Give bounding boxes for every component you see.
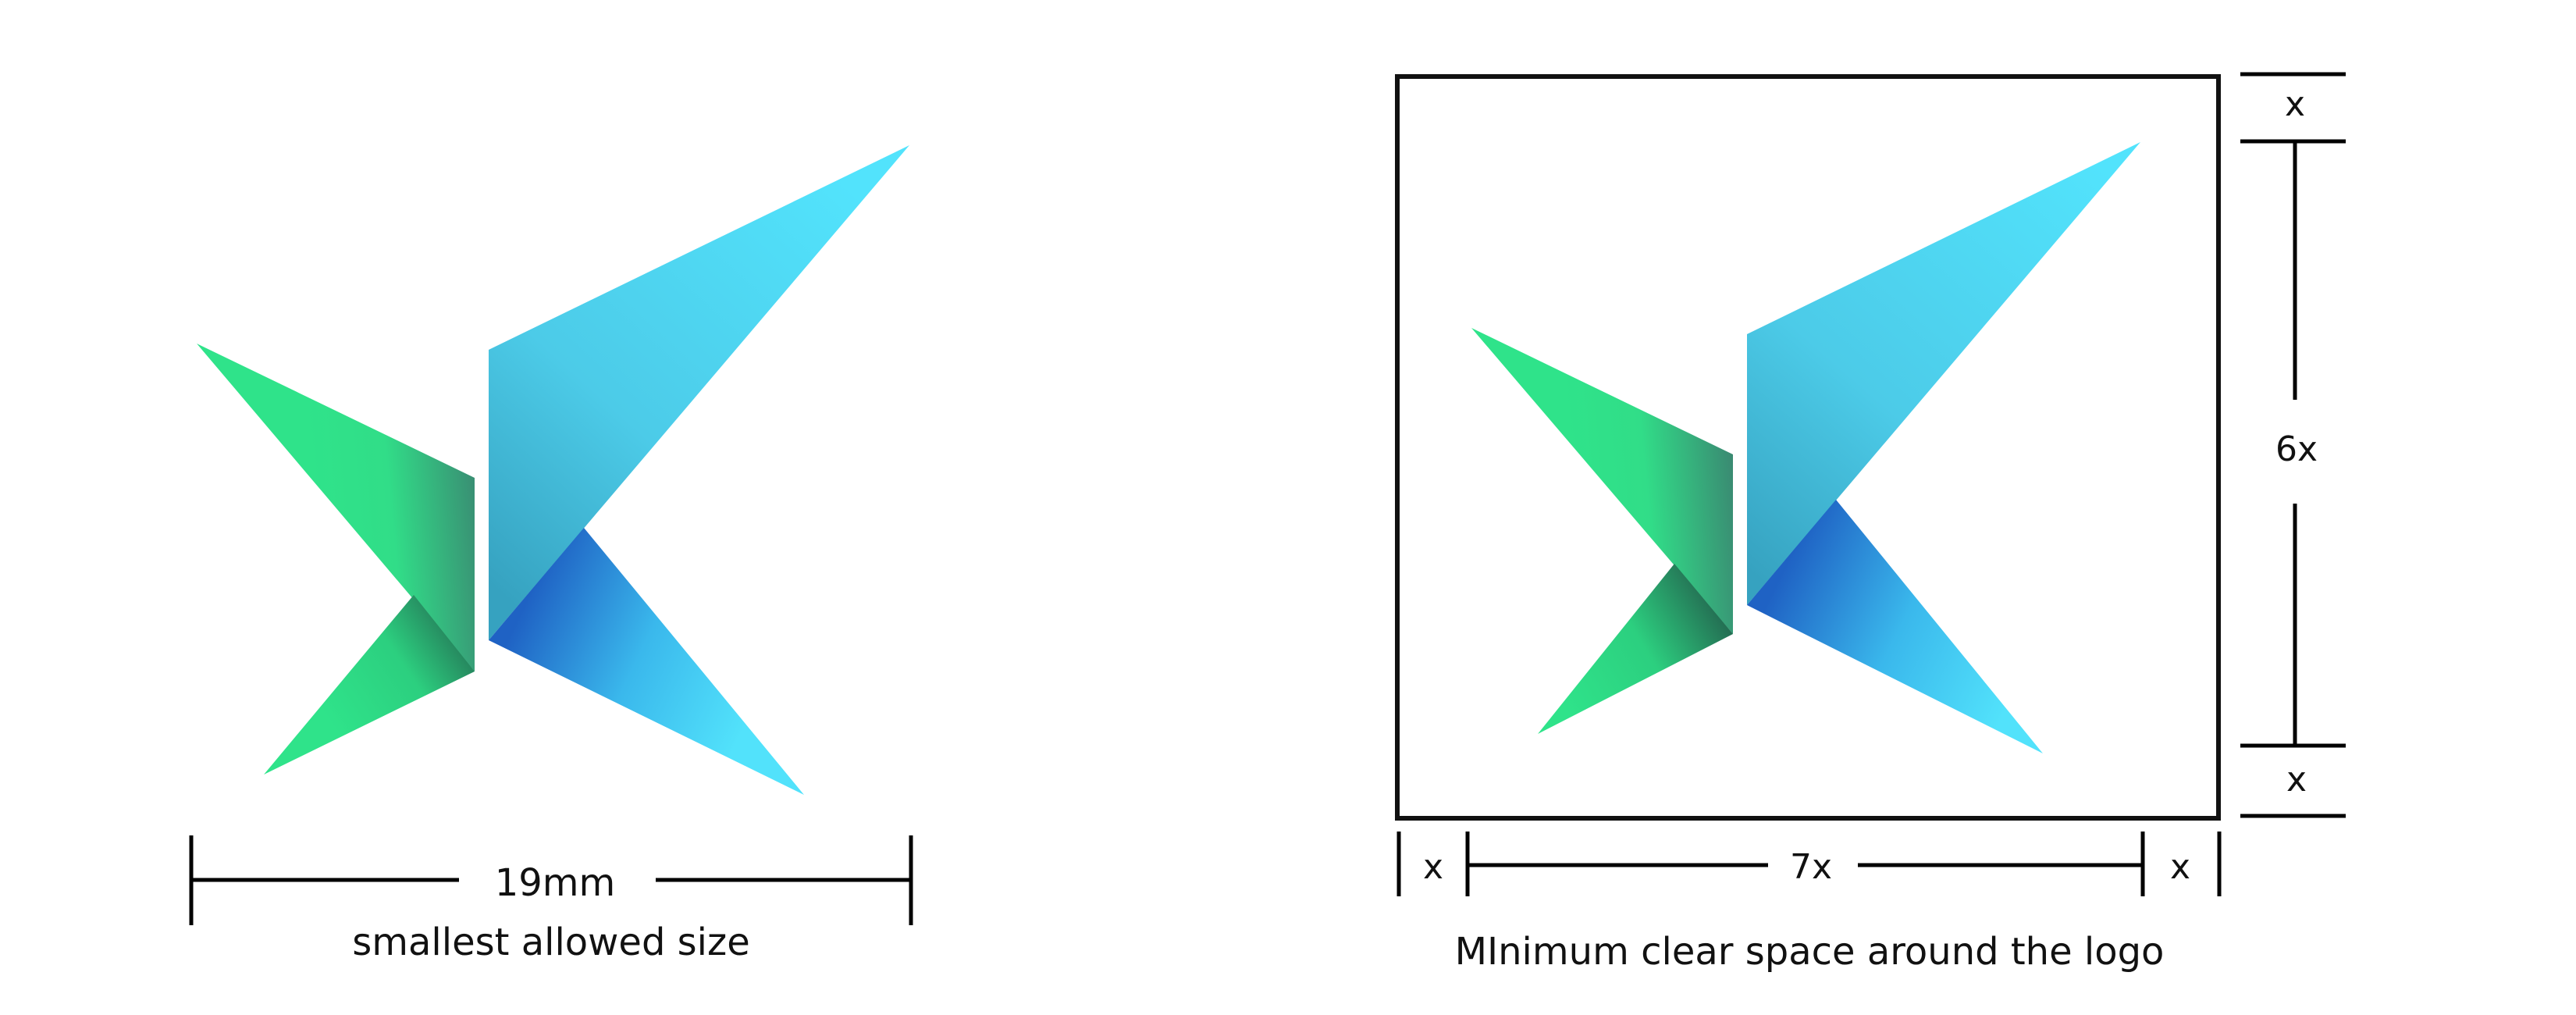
width-dimension-label: 19mm — [495, 861, 616, 905]
clear-space-logo — [1471, 142, 2140, 753]
logo-right-wing-lower — [1747, 500, 2043, 753]
logo-left-wing-upper — [1471, 328, 1733, 634]
height-dimensions: x 6x x — [2240, 72, 2346, 818]
logo-left-wing-lower — [264, 595, 475, 775]
smallest-size-caption: smallest allowed size — [352, 921, 750, 964]
width-dimensions: x 7x x — [1397, 832, 2222, 896]
bottom-margin-label: x — [2286, 760, 2307, 800]
logo-right-wing-upper — [489, 145, 909, 640]
logo-left-wing-lower — [1538, 564, 1733, 734]
clear-space-frame — [1395, 74, 2221, 821]
right-margin-label: x — [2170, 847, 2190, 887]
height-dimension-label: 6x — [2275, 429, 2318, 469]
logo-left-wing-upper — [197, 344, 475, 671]
left-logo — [197, 145, 909, 795]
left-margin-label: x — [1423, 847, 1443, 887]
clear-space-caption: MInimum clear space around the logo — [1455, 930, 2165, 974]
width-dimension: 19mm — [189, 835, 913, 925]
clear-space-width-label: 7x — [1790, 847, 1832, 887]
logo-right-wing-lower — [489, 528, 804, 795]
logo-right-wing-upper — [1747, 142, 2140, 605]
top-margin-label: x — [2285, 84, 2305, 124]
